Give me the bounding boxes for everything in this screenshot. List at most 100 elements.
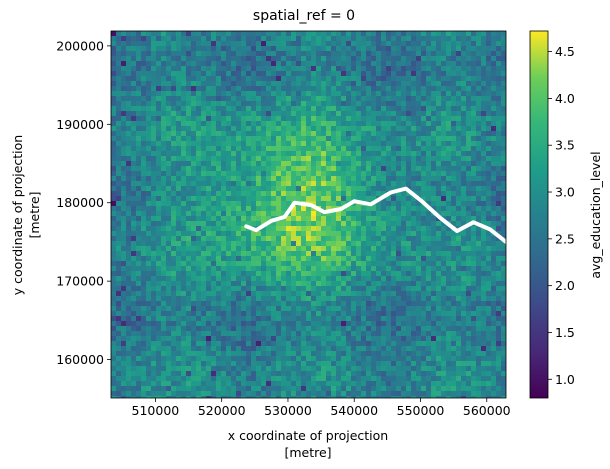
heatmap-cell: [491, 101, 497, 107]
heatmap-cell: [391, 176, 397, 182]
heatmap-cell: [231, 101, 237, 107]
heatmap-cell: [126, 41, 132, 47]
heatmap-cell: [366, 66, 372, 72]
heatmap-cell: [111, 226, 117, 232]
heatmap-cell: [446, 261, 452, 267]
heatmap-cell: [401, 36, 407, 42]
heatmap-cell: [401, 161, 407, 167]
heatmap-cell: [181, 56, 187, 62]
heatmap-cell: [341, 146, 347, 152]
heatmap-cell: [441, 196, 447, 202]
heatmap-cell: [266, 336, 272, 342]
heatmap-cell: [486, 201, 492, 207]
heatmap-cell: [461, 101, 467, 107]
heatmap-cell: [226, 231, 232, 237]
heatmap-cell: [431, 291, 437, 297]
heatmap-cell: [431, 31, 437, 37]
heatmap-cell: [181, 106, 187, 112]
heatmap-cell: [236, 61, 242, 67]
heatmap-cell: [491, 46, 497, 52]
heatmap-cell: [216, 256, 222, 262]
heatmap-cell: [191, 196, 197, 202]
heatmap-cell: [216, 141, 222, 147]
heatmap-cell: [486, 306, 492, 312]
heatmap-cell: [431, 336, 437, 342]
heatmap-cell: [371, 236, 377, 242]
heatmap-cell: [391, 156, 397, 162]
heatmap-cell: [306, 336, 312, 342]
heatmap-cell: [306, 36, 312, 42]
heatmap-cell: [336, 171, 342, 177]
heatmap-cell: [121, 201, 127, 207]
heatmap-cell: [491, 111, 497, 117]
heatmap-cell: [371, 141, 377, 147]
heatmap-cell: [406, 341, 412, 347]
heatmap-cell: [306, 136, 312, 142]
heatmap-cell: [136, 111, 142, 117]
heatmap-cell: [141, 326, 147, 332]
heatmap-cell: [161, 276, 167, 282]
heatmap-cell: [121, 41, 127, 47]
heatmap-cell: [421, 206, 427, 212]
heatmap-cell: [341, 216, 347, 222]
heatmap-cell: [301, 276, 307, 282]
heatmap-cell: [471, 36, 477, 42]
heatmap-cell: [476, 106, 482, 112]
heatmap-cell: [216, 106, 222, 112]
heatmap-cell: [251, 51, 257, 57]
heatmap-cell: [401, 106, 407, 112]
heatmap-cell: [206, 111, 212, 117]
heatmap-cell: [121, 86, 127, 92]
heatmap-cell: [376, 246, 382, 252]
heatmap-cell: [266, 121, 272, 127]
heatmap-cell: [201, 331, 207, 337]
heatmap-cell: [486, 81, 492, 87]
heatmap-cell: [456, 181, 462, 187]
heatmap-cell: [341, 221, 347, 227]
heatmap-cell: [331, 341, 337, 347]
heatmap-cell: [311, 136, 317, 142]
heatmap-cell: [186, 296, 192, 302]
heatmap-cell: [331, 306, 337, 312]
heatmap-cell: [111, 56, 117, 62]
heatmap-cell: [216, 261, 222, 267]
heatmap-cell: [341, 36, 347, 42]
heatmap-cell: [351, 181, 357, 187]
heatmap-cell: [111, 286, 117, 292]
heatmap-cell: [321, 221, 327, 227]
heatmap-cell: [331, 141, 337, 147]
heatmap-cell: [426, 126, 432, 132]
heatmap-cell: [326, 156, 332, 162]
heatmap-cell: [386, 306, 392, 312]
heatmap-cell: [356, 46, 362, 52]
heatmap-cell: [286, 176, 292, 182]
heatmap-cell: [216, 251, 222, 257]
heatmap-cell: [136, 251, 142, 257]
heatmap-cell: [271, 91, 277, 97]
heatmap-cell: [131, 141, 137, 147]
heatmap-cell: [471, 46, 477, 52]
heatmap-cell: [321, 86, 327, 92]
heatmap-cell: [436, 51, 442, 57]
heatmap-cell: [486, 291, 492, 297]
heatmap-cell: [466, 226, 472, 232]
heatmap-cell: [166, 46, 172, 52]
heatmap-cell: [376, 171, 382, 177]
heatmap-cell: [116, 131, 122, 137]
heatmap-cell: [156, 296, 162, 302]
heatmap-cell: [206, 171, 212, 177]
heatmap-cell: [181, 301, 187, 307]
heatmap-cell: [316, 171, 322, 177]
heatmap-cell: [176, 201, 182, 207]
heatmap-cell: [421, 36, 427, 42]
heatmap-cell: [426, 336, 432, 342]
heatmap-cell: [421, 246, 427, 252]
heatmap-cell: [321, 171, 327, 177]
heatmap-cell: [271, 76, 277, 82]
heatmap-cell: [186, 106, 192, 112]
heatmap-cell: [356, 176, 362, 182]
heatmap-cell: [416, 86, 422, 92]
heatmap-cell: [436, 161, 442, 167]
heatmap-cell: [466, 186, 472, 192]
heatmap-cell: [171, 241, 177, 247]
